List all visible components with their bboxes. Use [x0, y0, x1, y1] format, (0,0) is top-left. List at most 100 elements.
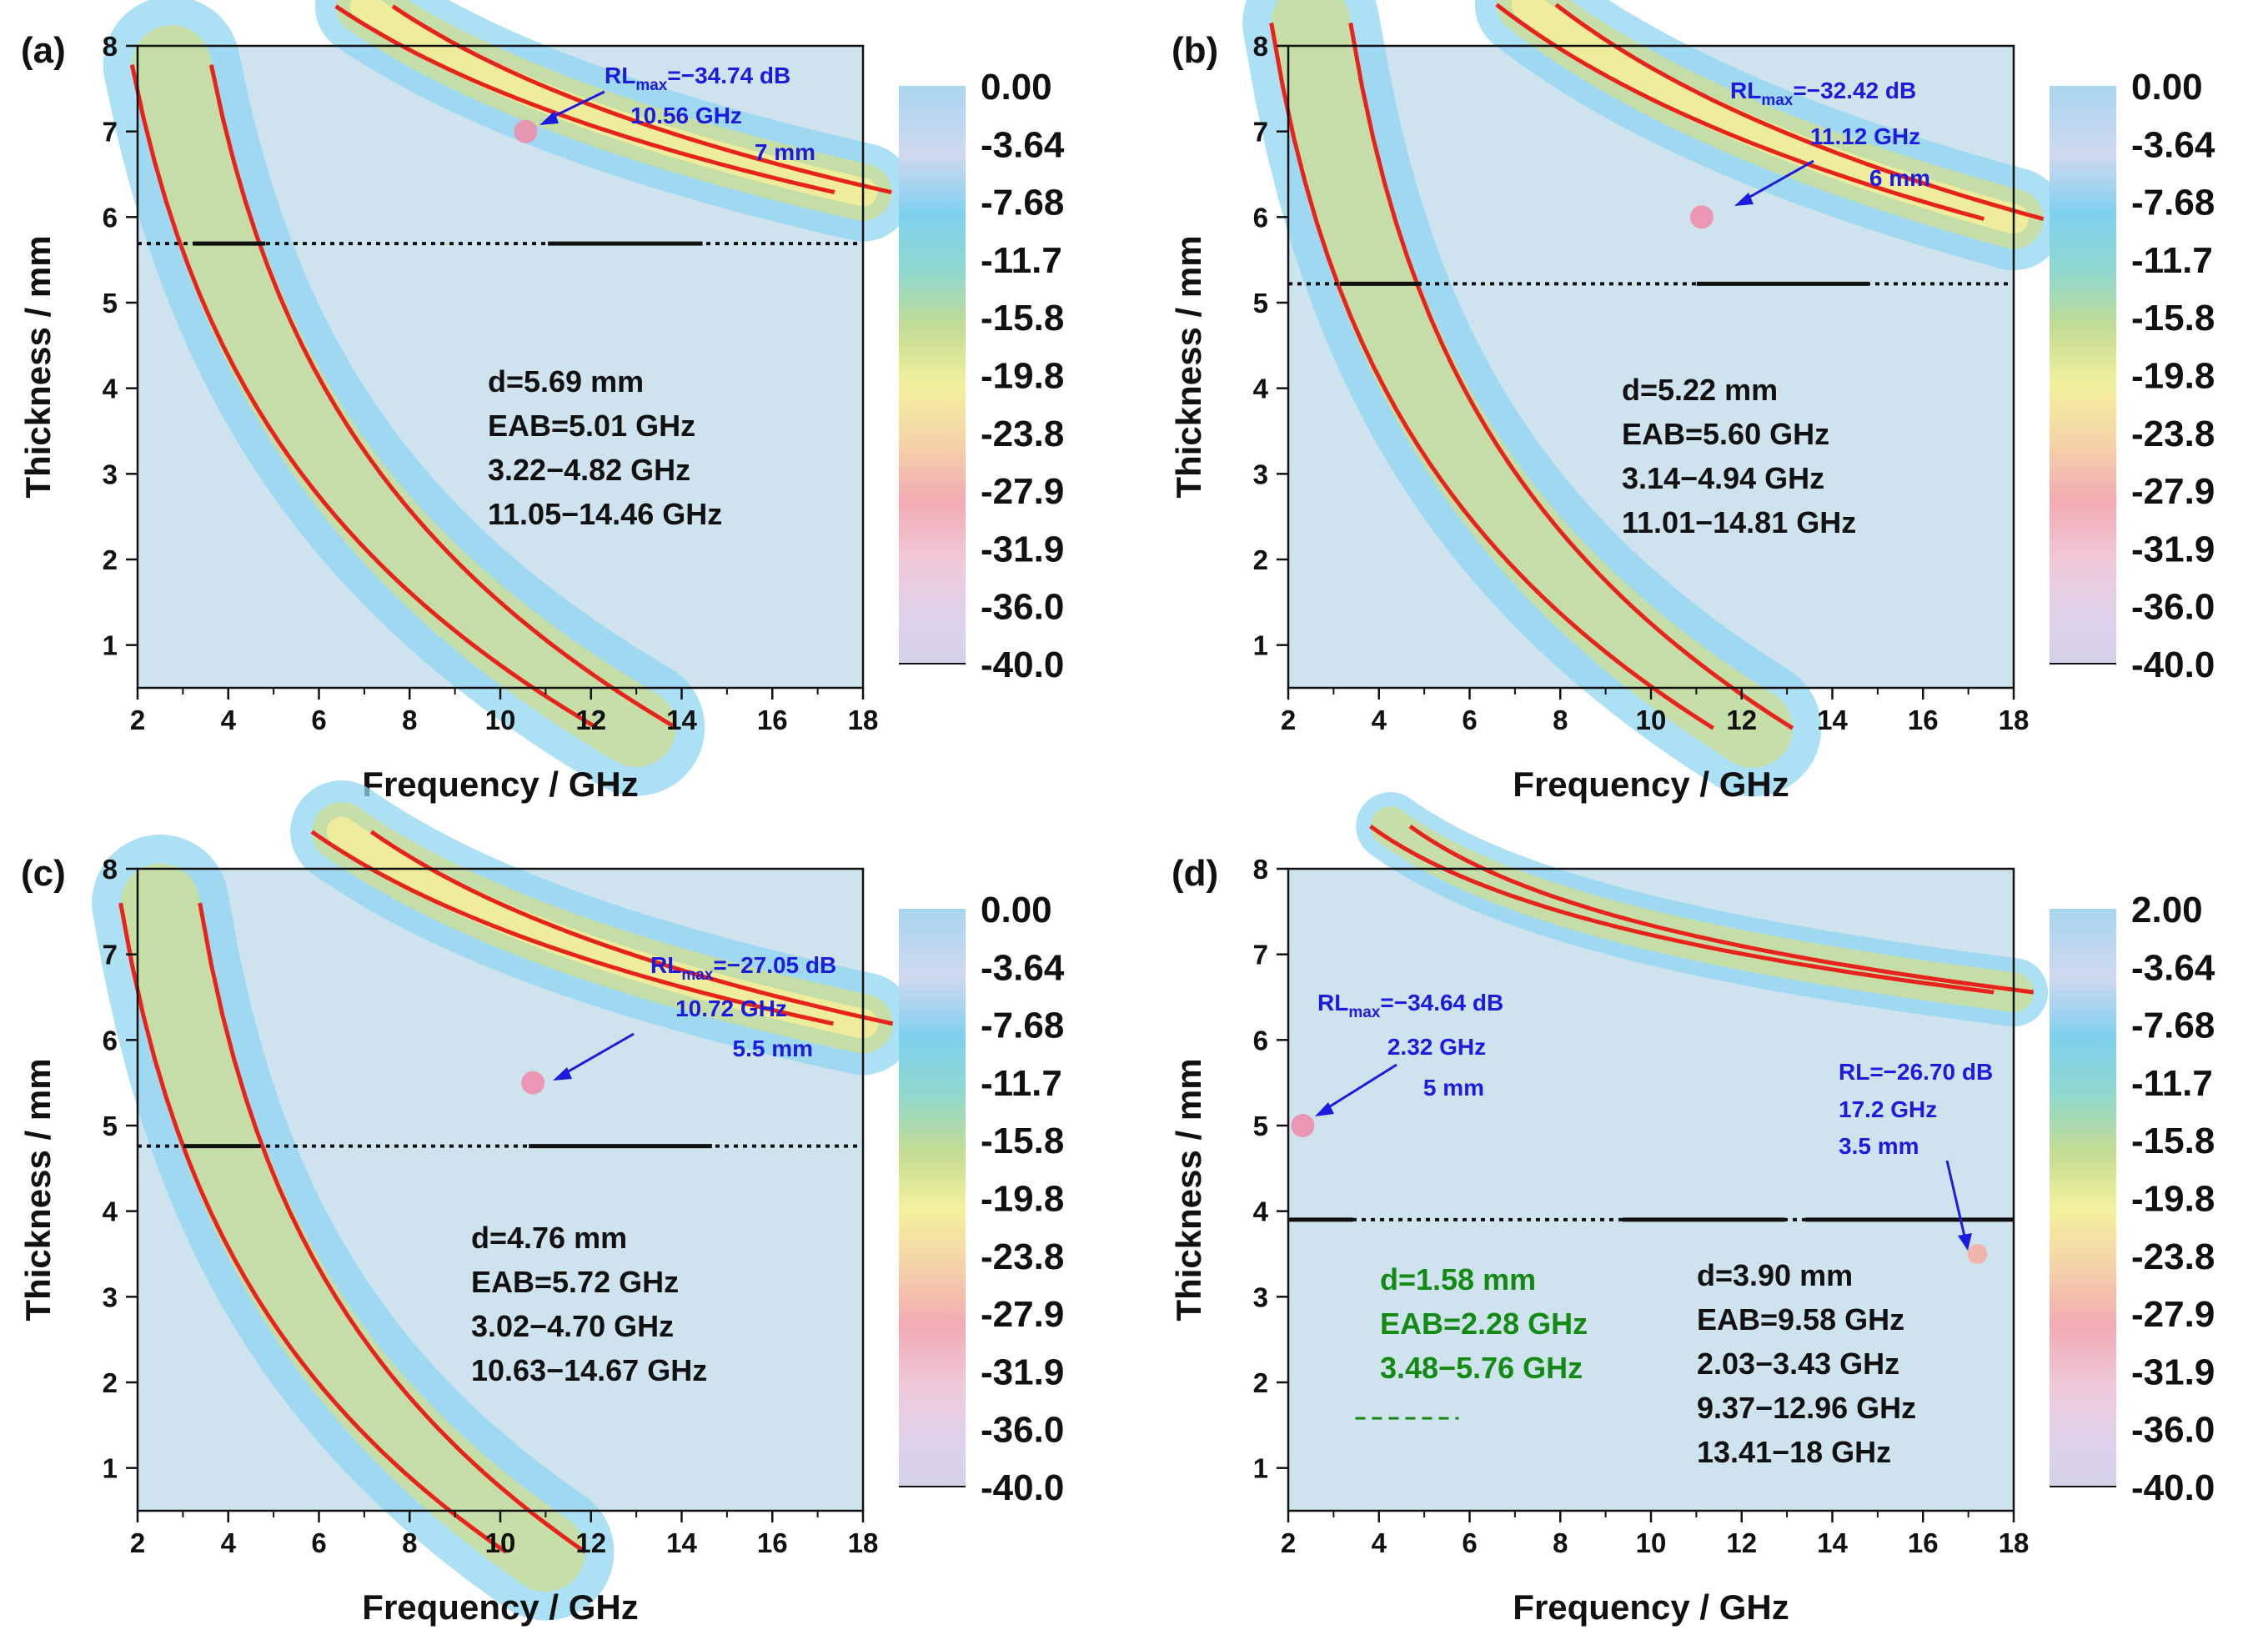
colorbar-a-tick-4: -15.8 [981, 298, 1064, 339]
panel-a-ytick-label-6: 7 [103, 117, 118, 148]
panel-c-stat-d: d=4.76 mm [471, 1221, 627, 1255]
colorbar-c-tick-10: -40.0 [981, 1467, 1064, 1508]
panel-c-xtick-label-8: 18 [848, 1527, 879, 1558]
colorbar-a-tick-1: -3.64 [981, 124, 1065, 165]
panel-c-xtick-label-3: 8 [402, 1527, 417, 1558]
colorbar-d-tick-1: -3.64 [2131, 947, 2215, 988]
panel-c-y-axis: 1 2 3 4 5 6 7 8 [103, 854, 138, 1484]
panel-b-rlmax-spot [1689, 205, 1714, 229]
colorbar-b-tick-0: 0.00 [2131, 67, 2203, 108]
panel-b-rlmax-arrowhead [1734, 193, 1754, 206]
colorbar-a-scale [899, 86, 966, 664]
panel-b-xtick-label-4: 10 [1636, 705, 1667, 735]
panel-d-ytick-label-0: 1 [1253, 1453, 1268, 1484]
panel-b-ytick-label-6: 7 [1253, 117, 1268, 148]
panel-d-band-1-contour [1369, 825, 1995, 995]
panel-a-xtick-label-3: 8 [402, 705, 417, 735]
panel-b-rlmax-thick: 6 mm [1869, 165, 1930, 191]
panel-b-xtick-label-6: 14 [1817, 705, 1848, 735]
panel-a-rlmax-spot [514, 119, 538, 143]
colorbar-d-tick-10: -40.0 [2131, 1467, 2215, 1508]
panel-b-ytick-label-7: 8 [1253, 31, 1268, 62]
panel-d-rl2-thick: 3.5 mm [1839, 1133, 1919, 1159]
panel-a-rl-value: =−34.74 dB [667, 63, 790, 88]
panel-a-ytick-label-2: 3 [103, 459, 118, 489]
colorbar-a-tick-8: -31.9 [981, 529, 1064, 569]
panel-d-ytick-label-3: 4 [1253, 1196, 1269, 1227]
panel-b-heatmap [1242, 0, 2065, 797]
colorbar-d-ticks: 2.00 -3.64 -7.68 -11.7 -15.8 -19.8 -23.8 -27.9 -… [2131, 890, 2215, 1508]
panel-d-green-d: d=1.58 mm [1380, 1262, 1536, 1296]
panel-a-xtick-label-5: 12 [575, 705, 606, 735]
colorbar-a-tick-3: -11.7 [981, 240, 1062, 281]
panel-d-rlmax-thick: 5 mm [1423, 1075, 1484, 1101]
panel-c-band-1-peak [326, 816, 878, 1039]
colorbar-a-tick-5: -19.8 [981, 356, 1064, 397]
panel-a-y-axis: 1 2 3 4 5 6 7 8 [103, 31, 138, 661]
panel-d-rl2-spot [1967, 1244, 1988, 1264]
panel-a-rl-text: RL [605, 63, 635, 88]
panel-d-xtick-label-3: 8 [1553, 1527, 1568, 1558]
panel-d-rlmax-spot [1291, 1114, 1315, 1137]
colorbar-a-tick-6: -23.8 [981, 414, 1064, 454]
colorbar-c-tick-0: 0.00 [981, 890, 1052, 930]
panel-c-band-0-core [120, 863, 585, 1592]
panel-b-rl-value: =−32.42 dB [1793, 78, 1916, 103]
panel-a-rl-sub: max [635, 77, 667, 94]
panel-a-ytick-label-0: 1 [103, 630, 118, 661]
colorbar-b-tick-1: -3.64 [2131, 124, 2215, 165]
colorbar-a-tick-10: -40.0 [981, 644, 1064, 685]
panel-b-rl-sub: max [1761, 92, 1793, 109]
panel-c-xtick-label-0: 2 [130, 1527, 145, 1558]
colorbar-d-tick-2: -7.68 [2131, 1006, 2215, 1046]
panel-b-band-1-contour [1495, 3, 1985, 222]
panel-d-stat-range3: 13.41−18 GHz [1697, 1435, 1891, 1469]
panel-b-label: (b) [1172, 30, 1218, 71]
panel-c-xlabel: Frequency / GHz [362, 1587, 638, 1627]
colorbar-b-tick-2: -7.68 [2131, 183, 2215, 223]
panel-d-rlmax-arrow [1322, 1063, 1397, 1112]
colorbar-c-tick-5: -19.8 [981, 1179, 1064, 1220]
panel-b-ytick-label-2: 3 [1253, 459, 1268, 489]
panel-b-xtick-label-5: 12 [1726, 705, 1757, 735]
panel-c-rlmax-thick: 5.5 mm [733, 1036, 814, 1061]
panel-a-xtick-label-7: 16 [757, 705, 788, 735]
panel-c-band-1-contour-outer [369, 830, 894, 1026]
panel-c-rlmax-arrow [560, 1032, 635, 1077]
panel-b-xtick-label-8: 18 [1999, 705, 2030, 735]
panel-a-stat-range2: 11.05−14.46 GHz [488, 497, 722, 531]
colorbar-b-scale [2050, 86, 2116, 664]
colorbar-c: 0.00 -3.64 -7.68 -11.7 -15.8 -19.8 -23.8 -27.9 -… [899, 890, 1065, 1508]
panel-d-xtick-label-1: 4 [1372, 1527, 1387, 1558]
panel-d-ylabel: Thickness / mm [1169, 1058, 1208, 1321]
panel-d-rlmax-label: RLmax=−34.64 dB [1317, 990, 1503, 1021]
panel-b-xtick-label-0: 2 [1281, 705, 1296, 735]
panel-d-rl-value: =−34.64 dB [1380, 990, 1503, 1016]
panel-c-stat-range1: 3.02−4.70 GHz [471, 1309, 674, 1343]
panel-d-rl-sub: max [1348, 1004, 1380, 1021]
panel-d-green-eab: EAB=2.28 GHz [1380, 1306, 1588, 1341]
colorbar-a-tick-9: -36.0 [981, 587, 1064, 628]
panel-d-xtick-label-5: 12 [1726, 1527, 1757, 1558]
colorbar-c-tick-2: -7.68 [981, 1006, 1064, 1046]
panel-d-label: (d) [1172, 853, 1218, 894]
panel-d-rl2-freq: 17.2 GHz [1839, 1096, 1937, 1122]
panel-d-ytick-label-6: 7 [1253, 940, 1268, 970]
panel-d-band-1-core [1370, 806, 2034, 1012]
panel-a-rlmax-arrowhead [539, 111, 559, 125]
colorbar-a: 0.00 -3.64 -7.68 -11.7 -15.8 -19.8 -23.8 -27.9 -… [899, 67, 1065, 685]
panel-a-ytick-label-3: 4 [103, 374, 118, 404]
panel-a-xtick-label-2: 6 [311, 705, 326, 735]
colorbar-b-tick-9: -36.0 [2131, 587, 2215, 628]
panel-d-rlmax-arrowhead [1315, 1102, 1334, 1116]
panel-a-band-0-core [132, 25, 676, 768]
panel-b-xtick-label-2: 6 [1462, 705, 1477, 735]
panel-a-ytick-label-1: 2 [103, 544, 118, 575]
panel-d-xtick-label-0: 2 [1281, 1527, 1296, 1558]
panel-b-x-axis: 2 4 6 8 10 12 14 16 18 [1281, 688, 2030, 735]
panel-c-xtick-label-1: 4 [221, 1527, 237, 1558]
panel-d-rl2-arrow [1945, 1160, 1967, 1241]
panel-c-rlmax-spot [521, 1071, 545, 1095]
panel-d-rl2-arrowhead [1958, 1233, 1972, 1251]
